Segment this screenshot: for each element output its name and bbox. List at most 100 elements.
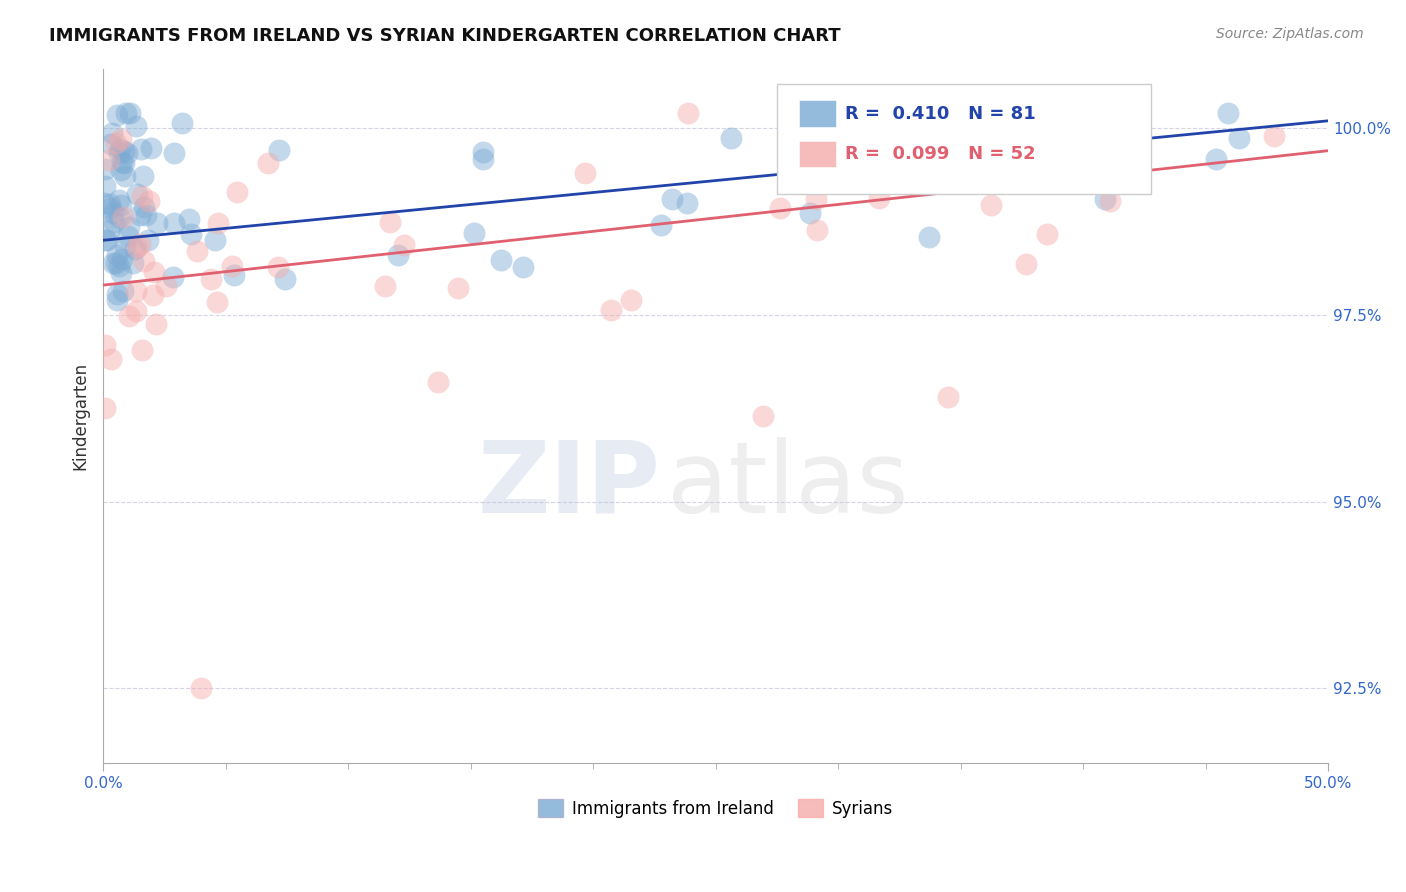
Point (114, 239, 136, 253)
Point (806, 192, 828, 206)
Point (186, 244, 208, 258)
Text: R =  0.099   N = 52: R = 0.099 N = 52 (845, 145, 1036, 163)
Point (1263, 128, 1285, 143)
Point (207, 215, 229, 229)
Point (136, 233, 159, 247)
Point (676, 196, 699, 211)
Point (145, 216, 167, 230)
Point (489, 252, 512, 267)
Point (107, 210, 129, 224)
Point (225, 185, 247, 199)
Point (162, 216, 184, 230)
Point (806, 223, 828, 237)
Text: IMMIGRANTS FROM IRELAND VS SYRIAN KINDERGARTEN CORRELATION CHART: IMMIGRANTS FROM IRELAND VS SYRIAN KINDER… (49, 27, 841, 45)
Point (868, 191, 890, 205)
Point (170, 116, 193, 130)
Point (204, 233, 226, 247)
Point (111, 284, 134, 298)
Point (100, 351, 122, 366)
Point (110, 197, 132, 211)
Point (1205, 152, 1227, 166)
Point (129, 208, 152, 222)
Point (472, 145, 495, 160)
Text: atlas: atlas (666, 437, 908, 533)
Point (769, 201, 792, 215)
Point (112, 155, 135, 169)
Point (115, 145, 138, 160)
Point (131, 343, 153, 357)
Point (94, 178, 117, 193)
Point (118, 309, 141, 323)
Point (139, 141, 162, 155)
Point (129, 142, 152, 156)
Point (132, 200, 155, 214)
Point (387, 247, 409, 261)
Point (101, 205, 124, 219)
Point (108, 142, 131, 156)
Point (108, 146, 131, 161)
Point (111, 252, 134, 267)
Point (108, 259, 131, 273)
Point (110, 267, 132, 281)
Point (100, 137, 122, 152)
Point (938, 390, 960, 404)
Point (110, 132, 132, 146)
Point (1049, 138, 1071, 153)
Point (200, 272, 222, 286)
Point (600, 303, 623, 318)
Point (121, 256, 143, 270)
Point (138, 194, 160, 208)
Point (676, 106, 699, 120)
Point (720, 130, 742, 145)
Point (131, 188, 153, 202)
Point (98, 202, 121, 216)
Point (650, 218, 672, 232)
Point (221, 260, 243, 274)
Point (256, 156, 278, 170)
Point (114, 169, 136, 183)
Point (110, 162, 132, 177)
Point (96, 233, 118, 247)
Point (970, 165, 993, 179)
Point (374, 278, 396, 293)
Point (98, 197, 121, 211)
Point (105, 286, 128, 301)
Point (620, 293, 643, 308)
Point (1216, 106, 1239, 120)
Point (104, 136, 127, 151)
Point (392, 237, 415, 252)
Point (145, 317, 167, 331)
Point (180, 227, 202, 241)
Point (378, 215, 401, 229)
Point (143, 265, 166, 279)
Point (93, 401, 115, 415)
Point (274, 272, 297, 286)
Point (799, 206, 821, 220)
Point (207, 294, 229, 309)
Point (661, 192, 683, 206)
Point (120, 106, 142, 120)
Point (103, 215, 125, 229)
Point (111, 154, 134, 169)
Point (155, 278, 177, 293)
Point (115, 106, 138, 120)
Point (512, 260, 534, 274)
Point (472, 152, 495, 166)
Point (1026, 106, 1049, 120)
Point (426, 376, 449, 390)
Bar (799, 141, 835, 167)
Point (118, 219, 141, 234)
Point (1085, 106, 1108, 120)
Point (125, 187, 148, 202)
Text: ZIP: ZIP (478, 437, 661, 533)
Point (105, 108, 128, 122)
Point (934, 161, 956, 175)
Point (94, 161, 117, 176)
Bar (799, 101, 835, 127)
Point (134, 253, 156, 268)
Point (162, 270, 184, 285)
Point (94, 233, 117, 247)
Point (267, 143, 290, 157)
Point (1035, 227, 1057, 241)
Point (104, 256, 127, 270)
